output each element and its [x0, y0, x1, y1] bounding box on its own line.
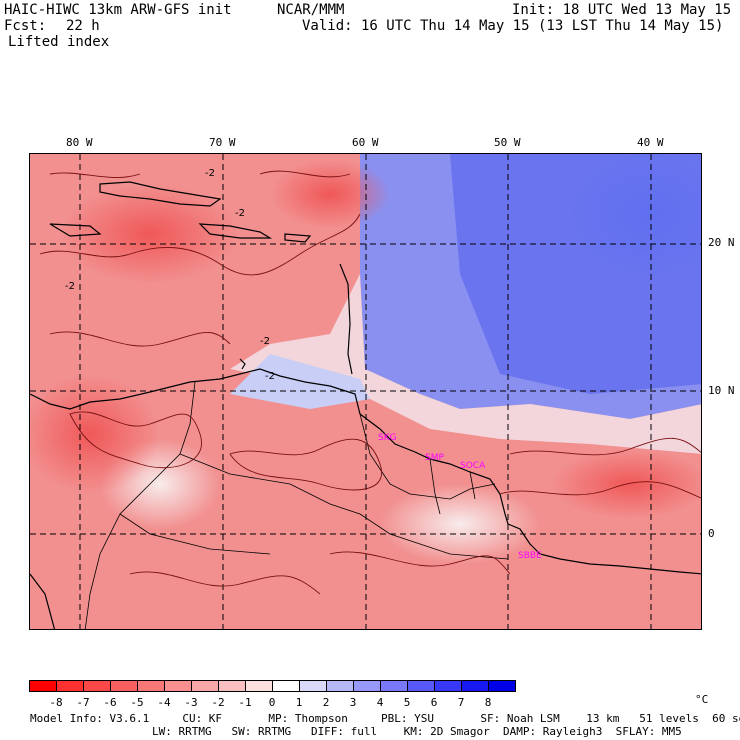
- valid-time: Valid: 16 UTC Thu 14 May 15 (13 LST Thu …: [302, 18, 724, 34]
- station-label-smp: SMP: [425, 453, 444, 463]
- colorbar-label: -6: [103, 696, 117, 709]
- colorbar-label: 2: [322, 696, 330, 709]
- colorbar-label: -7: [76, 696, 90, 709]
- model-info-line1: Model Info: V3.6.1 CU: KF MP: Thompson P…: [30, 712, 740, 725]
- contour-label: -2: [260, 336, 270, 347]
- colorbar-segment: [83, 680, 111, 692]
- station-label-soca: SOCA: [460, 461, 486, 471]
- coastal-stable-strip: [230, 354, 370, 409]
- colorbar-label: 5: [403, 696, 411, 709]
- forecast-hour: 22 h: [66, 18, 100, 34]
- coastlines: [30, 181, 701, 629]
- colorbar-segment: [326, 680, 354, 692]
- contour-label: -2: [235, 208, 245, 219]
- model-info-line2: LW: RRTMG SW: RRTMG DIFF: full KM: 2D Sm…: [152, 725, 682, 738]
- init-time: Init: 18 UTC Wed 13 May 15: [512, 2, 732, 18]
- colorbar-segment: [299, 680, 327, 692]
- colorbar-segment: [191, 680, 219, 692]
- colorbar-segment: [218, 680, 246, 692]
- lon-label-60w: 60 W: [352, 136, 379, 149]
- colorbar-label: 7: [457, 696, 465, 709]
- pale-area-center: [380, 484, 540, 564]
- lat-label-equator: 0: [708, 527, 715, 540]
- colorbar-label: 6: [430, 696, 438, 709]
- colorbar-label: 3: [349, 696, 357, 709]
- colorbar-label: -3: [184, 696, 198, 709]
- lon-label-80w: 80 W: [66, 136, 93, 149]
- colorbar-label: 8: [484, 696, 492, 709]
- field-name: Lifted index: [8, 34, 110, 50]
- colorbar-segment: [407, 680, 435, 692]
- contour-label: -2: [265, 371, 275, 382]
- model-title: HAIC-HIWC 13km ARW-GFS init: [4, 2, 232, 18]
- station-markers: SKG SMP SOCA SBBE: [378, 433, 542, 561]
- colorbar-label: 1: [295, 696, 303, 709]
- contours: [39, 170, 701, 595]
- colorbar-label: -4: [157, 696, 171, 709]
- borders: [84, 381, 509, 629]
- colorbar-label: 4: [376, 696, 384, 709]
- colorbar-segment: [272, 680, 300, 692]
- map-canvas: SKG SMP SOCA SBBE -2 -2 -2 -2 -2: [30, 154, 701, 629]
- contour-labels: -2 -2 -2 -2 -2: [65, 168, 275, 382]
- lat-label-20n: 20 N: [708, 236, 735, 249]
- unstable-pocket-caribbean: [60, 184, 240, 284]
- lifted-index-map: SKG SMP SOCA SBBE -2 -2 -2 -2 -2: [29, 153, 702, 630]
- unstable-pocket-north: [270, 159, 390, 229]
- station-label-sbbe: SBBE: [518, 551, 542, 561]
- colorbar-segment: [434, 680, 462, 692]
- colorbar-segment: [110, 680, 138, 692]
- colorbar-segment: [380, 680, 408, 692]
- lon-label-40w: 40 W: [637, 136, 664, 149]
- lon-label-70w: 70 W: [209, 136, 236, 149]
- colorbar-segment: [353, 680, 381, 692]
- colorbar-segment: [137, 680, 165, 692]
- colorbar-segment: [245, 680, 273, 692]
- graticule: [30, 154, 701, 629]
- org-label: NCAR/MMM: [277, 2, 345, 18]
- lon-label-50w: 50 W: [494, 136, 521, 149]
- colorbar-label: -8: [49, 696, 63, 709]
- colorbar: [29, 680, 516, 692]
- forecast-label: Fcst:: [4, 18, 47, 34]
- colorbar-label: -2: [211, 696, 225, 709]
- transition-band: [230, 274, 701, 454]
- unstable-pocket-west: [30, 374, 160, 494]
- stable-max: [560, 154, 701, 284]
- colorbar-segment: [164, 680, 192, 692]
- colorbar-unit: °C: [695, 693, 709, 706]
- colorbar-segment: [488, 680, 516, 692]
- colorbar-segment: [29, 680, 57, 692]
- colorbar-segment: [461, 680, 489, 692]
- contour-label: -2: [65, 281, 75, 292]
- station-label-skg: SKG: [378, 433, 397, 443]
- colorbar-label: -1: [238, 696, 252, 709]
- colorbar-segment: [56, 680, 84, 692]
- colorbar-label: -5: [130, 696, 144, 709]
- colorbar-label: 0: [268, 696, 276, 709]
- lat-label-10n: 10 N: [708, 384, 735, 397]
- contour-label: -2: [205, 168, 215, 179]
